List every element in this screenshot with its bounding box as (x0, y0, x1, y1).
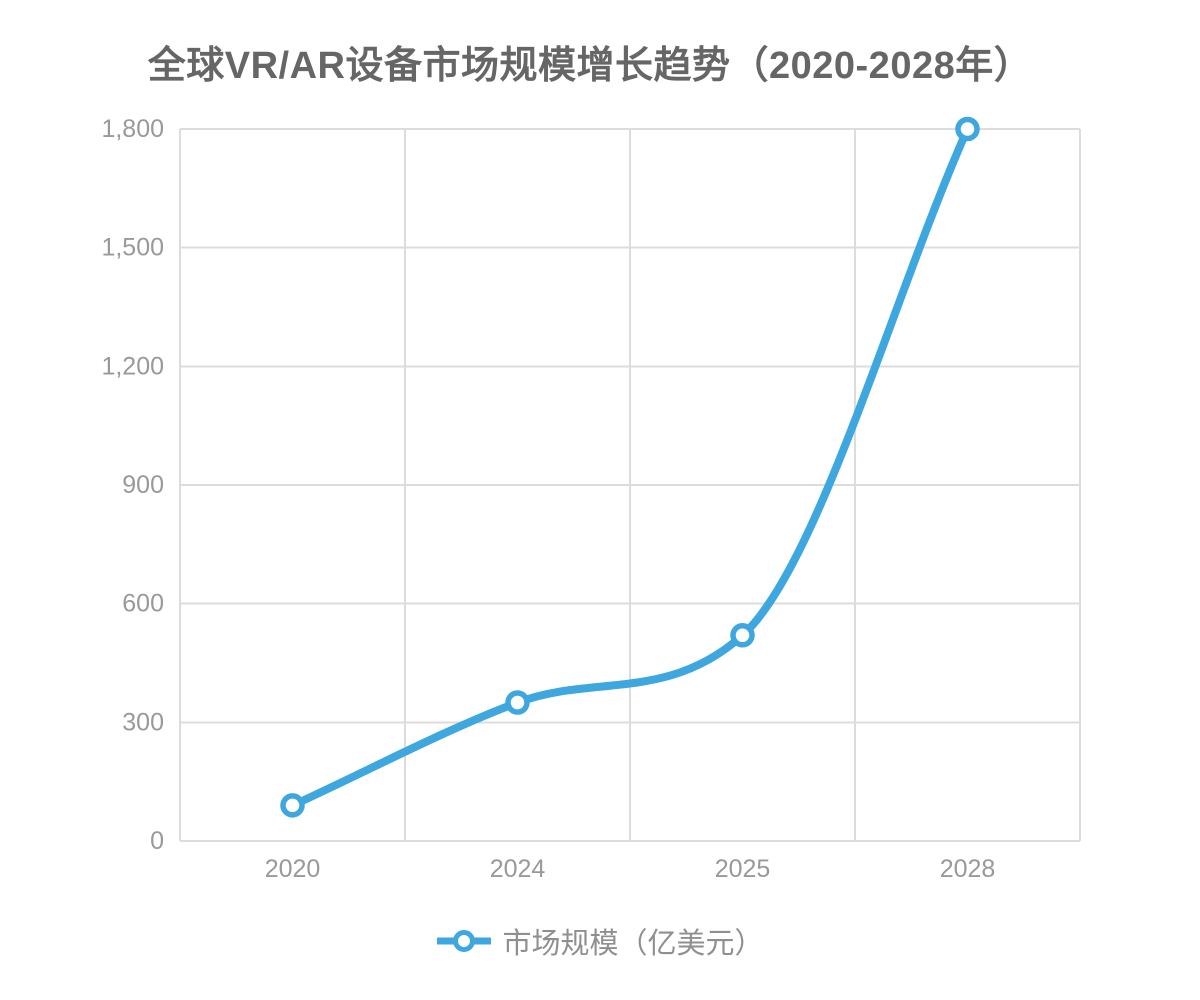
legend-item-market-size[interactable]: 市场规模（亿美元） (436, 920, 764, 962)
y-axis-tick-label: 600 (122, 590, 164, 618)
x-axis-tick-label: 2028 (940, 855, 996, 883)
chart-title: 全球VR/AR设备市场规模增长趋势（2020-2028年） (147, 45, 1033, 87)
legend: 市场规模（亿美元） (0, 920, 1200, 962)
x-axis-tick-label: 2020 (265, 855, 321, 883)
data-point-marker (280, 793, 305, 818)
x-axis-tick-label: 2025 (715, 855, 771, 883)
x-axis-tick-label: 2024 (490, 855, 546, 883)
data-point-marker (955, 116, 980, 142)
series-line (288, 125, 972, 810)
y-axis-tick-label: 900 (122, 471, 164, 499)
y-axis-tick-label: 1,800 (101, 115, 164, 143)
legend-label: 市场规模（亿美元） (502, 928, 764, 960)
y-axis-tick-label: 0 (150, 827, 164, 855)
y-axis-tick-label: 1,200 (101, 352, 164, 380)
data-point-marker (730, 623, 755, 648)
y-axis-tick-label: 300 (122, 708, 164, 736)
legend-marker-icon (437, 930, 492, 952)
data-point-marker (505, 690, 530, 715)
y-axis-tick-label: 1,500 (101, 234, 164, 262)
